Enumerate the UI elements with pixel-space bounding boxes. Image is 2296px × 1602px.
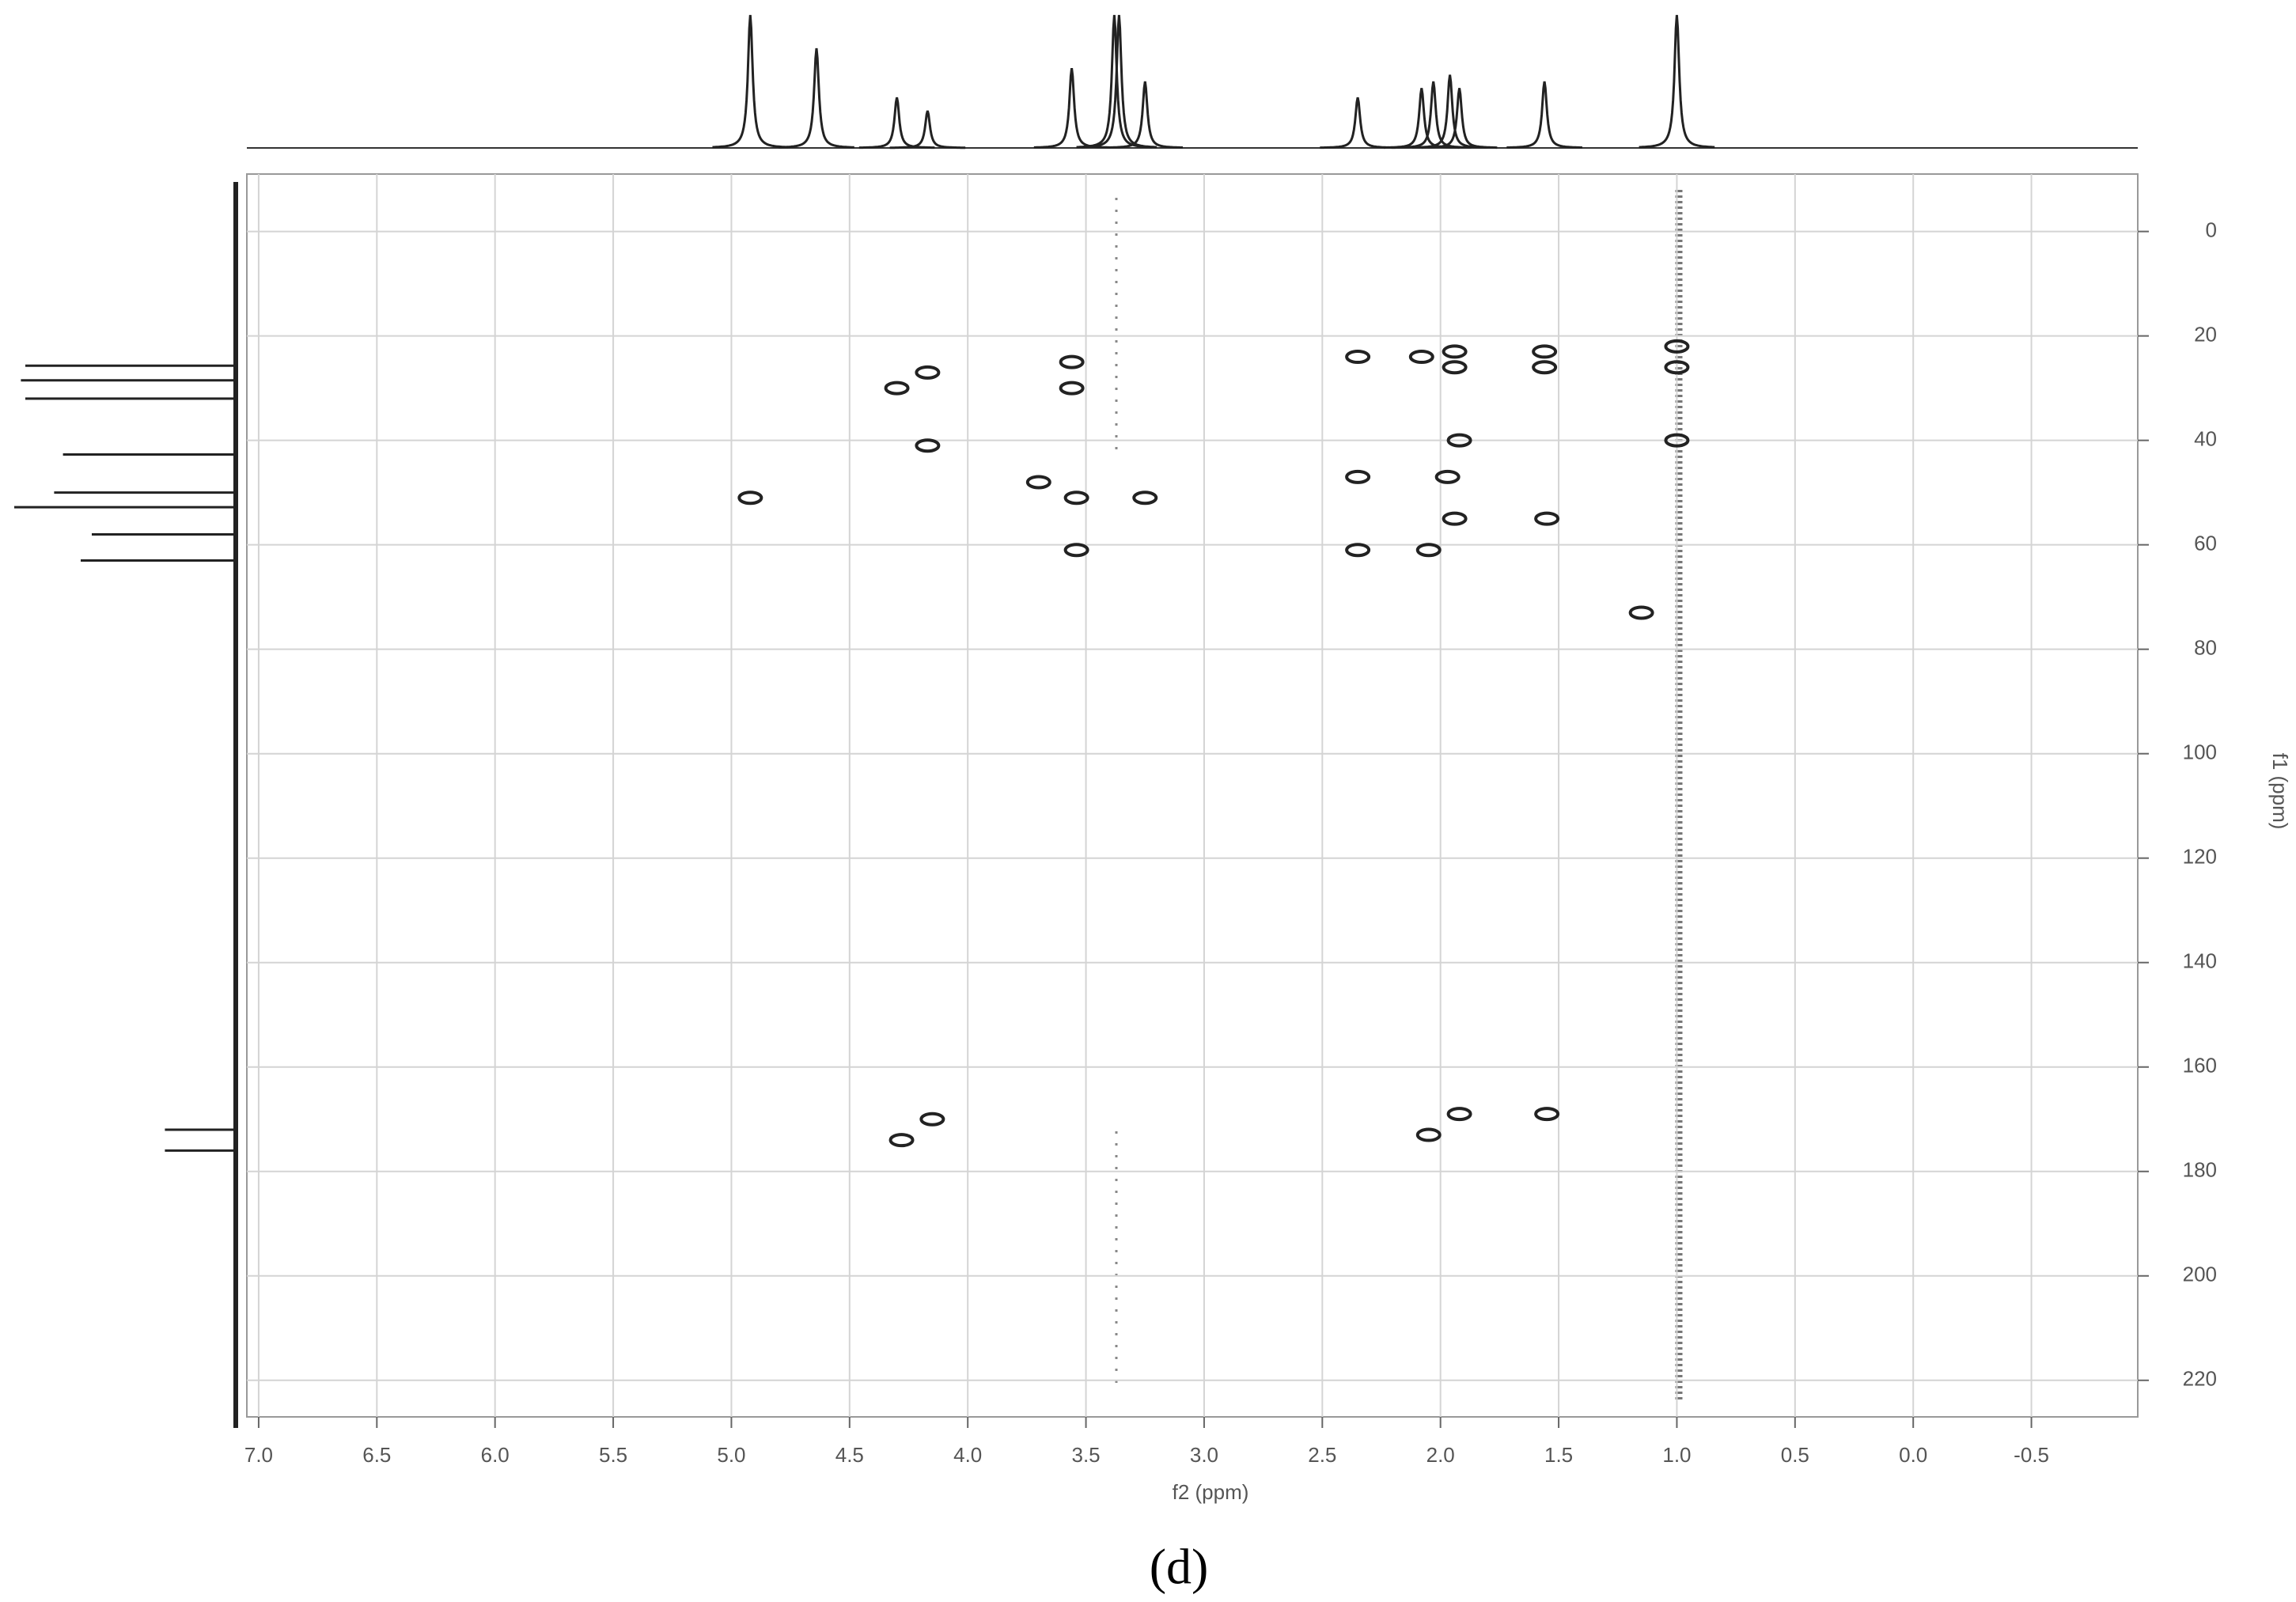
cross-peak [1442,344,1468,359]
y-tick-label: 40 [2194,427,2217,451]
cross-peak [1664,339,1690,354]
x-tick-label: -0.5 [2014,1443,2049,1467]
x-tick-label: 3.0 [1190,1443,1218,1467]
y-tick-label: 100 [2183,740,2217,764]
projection-peak [1320,97,1396,150]
y-tick-label: 20 [2194,323,2217,347]
cross-peak [1534,511,1560,526]
cross-peak [1063,543,1089,558]
projection-peak [1639,14,1715,149]
x-tick-label: 6.0 [481,1443,510,1467]
cross-peak [1664,433,1690,448]
cross-peak [1534,1107,1560,1122]
x-axis-label: f2 (ppm) [1173,1480,1249,1504]
y-tick-label: 0 [2206,218,2217,241]
projection-peak [858,97,935,150]
x-tick-label: 4.5 [835,1443,864,1467]
y-tick-label: 120 [2183,845,2217,869]
cross-peak [1434,469,1461,484]
cross-peak [1132,490,1158,506]
caption: (d) [1150,1539,1209,1595]
plot-frame [246,173,2139,1418]
x-tick-label: 1.0 [1662,1443,1691,1467]
cross-peak [1345,469,1371,484]
cross-peak [915,438,941,453]
cross-peak [1532,360,1558,375]
cross-peak [884,381,910,396]
cross-peak [1442,511,1468,526]
cross-peak [1442,360,1468,375]
cross-peak [1446,433,1472,448]
cross-peak [1415,543,1442,558]
projection-peak [1107,81,1183,149]
x-tick-label: 2.0 [1426,1443,1455,1467]
projection-peak [1081,14,1157,149]
cross-peak [915,365,941,380]
cross-peak [737,490,763,506]
y-tick-label: 140 [2183,949,2217,973]
cross-peak [888,1133,915,1148]
y-tick-label: 200 [2183,1263,2217,1286]
x-tick-label: 0.5 [1781,1443,1809,1467]
projection-peak [889,110,966,150]
cross-peak [1345,350,1371,365]
cross-peak [1446,1107,1472,1122]
cross-peak [1025,475,1051,490]
y-tick-label: 80 [2194,636,2217,660]
projection-peak [779,47,854,149]
y-axis-label: f1 (ppm) [2268,753,2292,830]
cross-peak [1063,490,1089,506]
cross-peak [1415,1127,1442,1142]
y-tick-label: 60 [2194,532,2217,555]
cross-peak [919,1112,945,1127]
x-tick-label: 5.0 [717,1443,745,1467]
x-tick-label: 3.5 [1071,1443,1100,1467]
x-tick-label: 2.5 [1308,1443,1336,1467]
y-tick-label: 220 [2183,1367,2217,1391]
y-tick-label: 180 [2183,1158,2217,1182]
projection-peak [1506,81,1582,149]
projection-peak [1033,68,1110,149]
cross-peak [1345,543,1371,558]
x-tick-label: 0.0 [1899,1443,1927,1467]
projection-peak [712,14,789,149]
projection-peak [1395,81,1472,149]
x-tick-label: 1.5 [1544,1443,1573,1467]
cross-peak [1628,605,1654,620]
x-tick-label: 5.5 [599,1443,627,1467]
cross-peak [1059,381,1085,396]
cross-peak [1408,350,1434,365]
x-tick-label: 4.0 [953,1443,982,1467]
y-tick-label: 160 [2183,1054,2217,1077]
cross-peak [1664,360,1690,375]
projection-peak [1421,88,1498,150]
x-tick-label: 6.5 [362,1443,391,1467]
x-tick-label: 7.0 [244,1443,273,1467]
cross-peak [1532,344,1558,359]
cross-peak [1059,354,1085,369]
